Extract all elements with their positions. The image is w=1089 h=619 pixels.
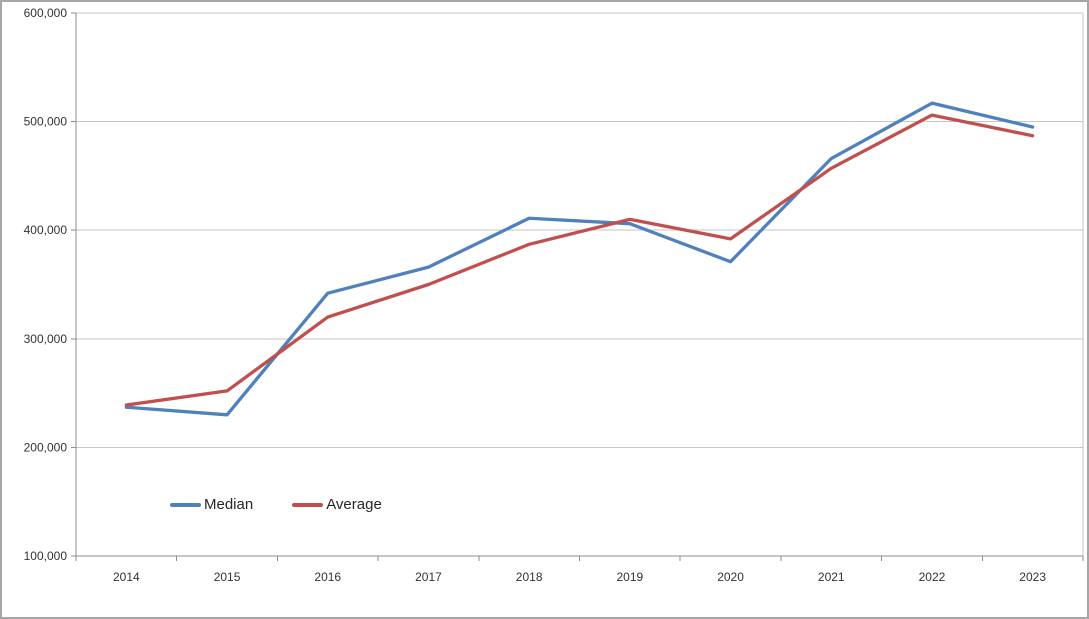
svg-text:2015: 2015 (214, 570, 241, 584)
legend-item-median: Median (170, 495, 253, 515)
svg-text:2017: 2017 (415, 570, 442, 584)
svg-text:200,000: 200,000 (24, 440, 68, 454)
legend-item-average: Average (292, 495, 382, 515)
svg-text:2022: 2022 (919, 570, 946, 584)
svg-text:2023: 2023 (1019, 570, 1046, 584)
median-line-swatch (170, 503, 201, 507)
svg-text:2018: 2018 (516, 570, 543, 584)
svg-text:2020: 2020 (717, 570, 744, 584)
svg-text:600,000: 600,000 (24, 6, 68, 20)
average-line-swatch (292, 503, 324, 507)
svg-text:2019: 2019 (616, 570, 643, 584)
chart-legend: Median Average (170, 495, 382, 515)
legend-label-average: Average (326, 496, 382, 513)
svg-text:2014: 2014 (113, 570, 140, 584)
svg-text:2021: 2021 (818, 570, 845, 584)
legend-label-median: Median (204, 496, 254, 513)
svg-text:100,000: 100,000 (24, 549, 68, 563)
svg-text:500,000: 500,000 (24, 115, 68, 129)
svg-text:2016: 2016 (314, 570, 341, 584)
svg-text:400,000: 400,000 (24, 223, 68, 237)
svg-text:300,000: 300,000 (24, 332, 68, 346)
